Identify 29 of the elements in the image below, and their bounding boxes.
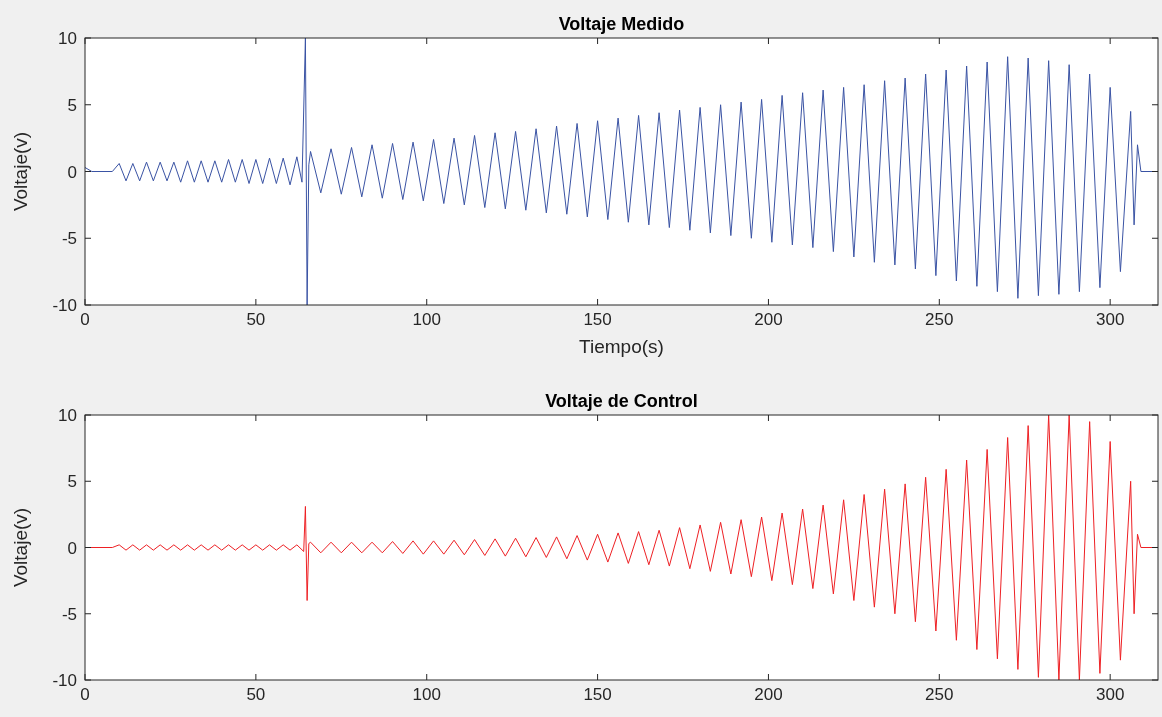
x-tick-label: 150 [583,310,612,329]
y-tick-label: 5 [67,95,77,115]
x-tick-label: 250 [925,310,954,329]
y-tick-label: -10 [52,671,77,690]
x-tick-label: 300 [1095,685,1125,704]
x-tick-label: 200 [754,310,783,329]
x-tick-label: 100 [412,310,441,329]
x-tick-label: 50 [246,310,266,329]
y-axis-title: Voltaje(v) [10,507,31,588]
y-tick-label: -10 [52,296,77,315]
y-tick-label: 10 [58,406,77,425]
x-tick-label: 150 [583,685,612,704]
y-tick-label: -5 [61,229,77,249]
chart-title: Voltaje de Control [545,391,698,411]
x-tick-label: 200 [754,685,783,704]
x-tick-label: 300 [1095,310,1125,329]
x-tick-label: 0 [80,685,90,704]
x-axis-title: Tiempo(s) [579,336,664,357]
x-tick-label: 50 [246,685,266,704]
y-tick-label: 5 [67,472,77,492]
y-tick-label: -5 [61,604,77,624]
y-tick-label: 0 [67,162,77,182]
x-tick-label: 250 [925,685,954,704]
x-tick-label: 0 [80,310,90,329]
y-axis-title: Voltaje(v) [10,131,31,212]
y-tick-label: 0 [67,538,77,558]
chart-title: Voltaje Medido [558,14,685,34]
x-tick-label: 100 [412,685,441,704]
y-tick-label: 10 [58,29,77,48]
